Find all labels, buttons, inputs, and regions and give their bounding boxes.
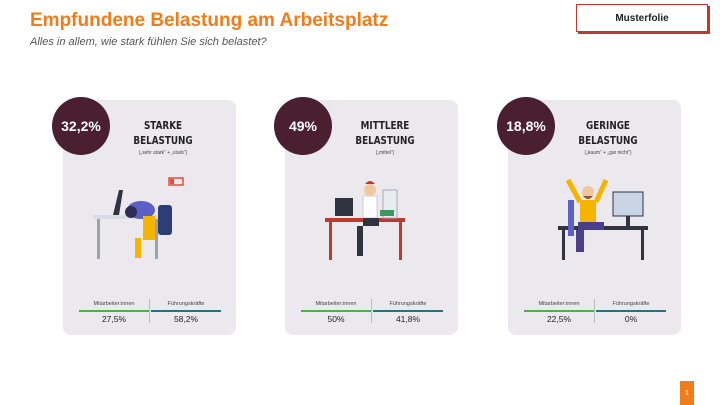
card-title-line: MITTLERE: [360, 119, 410, 132]
group-value: 41,8%: [395, 314, 421, 324]
percent-badge: 49%: [274, 97, 332, 155]
card-title: GERINGE BELASTUNG: [572, 118, 644, 148]
slide-title: Empfundene Belastung am Arbeitsplatz: [30, 10, 389, 31]
group-label: Führungskräfte: [612, 301, 650, 307]
separator: [371, 299, 372, 323]
percent-badge: 18,8%: [497, 97, 555, 155]
percent-badge: 32,2%: [52, 97, 110, 155]
group-line: [79, 310, 149, 312]
card-title-line: BELASTUNG: [578, 134, 638, 147]
separator: [149, 299, 150, 323]
group-value: 50%: [327, 314, 345, 324]
group-label: Mitarbeiter:innen: [538, 301, 580, 307]
group-value: 27,5%: [101, 314, 127, 324]
group-value: 22,5%: [546, 314, 572, 324]
card: 18,8% GERINGE BELASTUNG („kaum“ + „gar nich…: [497, 97, 681, 335]
group-label: Mitarbeiter:innen: [93, 301, 135, 307]
group-label: Mitarbeiter:innen: [315, 301, 357, 307]
group-line: [373, 310, 443, 312]
group-label: Führungskräfte: [389, 301, 427, 307]
card-title-line: GERINGE: [586, 119, 630, 132]
illustration: [93, 177, 184, 259]
group-line: [301, 310, 371, 312]
separator: [594, 299, 595, 323]
card: 32,2% STARKE BELASTUNG („sehr stark“ + „sta…: [52, 97, 236, 335]
group-label: Führungskräfte: [167, 301, 205, 307]
card-title-line: STARKE: [143, 119, 183, 132]
card-title: STARKE BELASTUNG: [127, 118, 199, 148]
illustration: [558, 178, 648, 260]
group-line: [151, 310, 221, 312]
card-note: („sehr stark“ + „stark“): [138, 150, 188, 156]
slide-subtitle: Alles in allem, wie stark fühlen Sie sic…: [30, 36, 267, 48]
group-value: 58,2%: [173, 314, 199, 324]
group-line: [596, 310, 666, 312]
card-title-line: BELASTUNG: [133, 134, 193, 147]
card: 49% MITTLERE BELASTUNG („mittel“) Mitarbeite…: [274, 97, 458, 335]
card-note: („kaum“ + „gar nicht“): [584, 150, 632, 156]
group-value: 0%: [624, 314, 638, 324]
illustration: [325, 181, 405, 260]
card-note: („mittel“): [375, 150, 395, 156]
group-line: [524, 310, 594, 312]
page-number: 1: [680, 381, 694, 405]
card-title: MITTLERE BELASTUNG: [349, 118, 421, 148]
badge: Musterfolie: [576, 4, 708, 32]
card-title-line: BELASTUNG: [355, 134, 415, 147]
